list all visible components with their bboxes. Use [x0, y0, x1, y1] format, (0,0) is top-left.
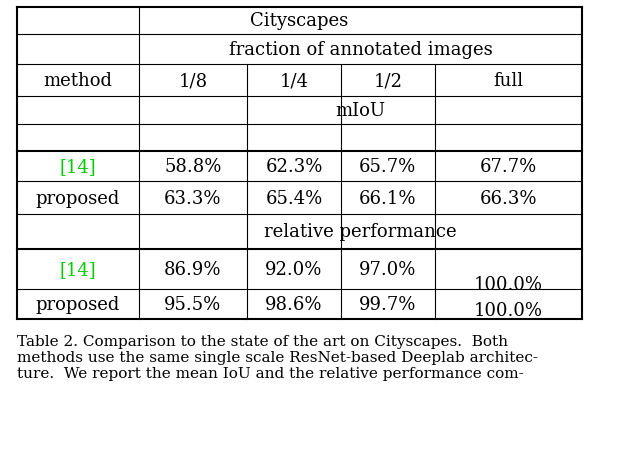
Text: mIoU: mIoU: [335, 102, 386, 120]
Text: 100.0%: 100.0%: [474, 275, 543, 294]
Text: 92.0%: 92.0%: [265, 260, 323, 278]
Text: 98.6%: 98.6%: [265, 295, 323, 313]
Text: relative performance: relative performance: [264, 223, 457, 241]
Text: 97.0%: 97.0%: [359, 260, 417, 278]
Text: 1/4: 1/4: [280, 72, 308, 90]
Text: 67.7%: 67.7%: [480, 158, 537, 175]
Text: fraction of annotated images: fraction of annotated images: [228, 41, 493, 59]
Text: 66.3%: 66.3%: [480, 189, 538, 207]
Text: 65.7%: 65.7%: [359, 158, 417, 175]
Text: 95.5%: 95.5%: [164, 295, 221, 313]
Text: method: method: [44, 72, 113, 90]
Text: 1/8: 1/8: [179, 72, 207, 90]
Text: proposed: proposed: [36, 189, 120, 207]
Text: 62.3%: 62.3%: [265, 158, 323, 175]
Text: 100.0%: 100.0%: [474, 301, 543, 319]
Text: Cityscapes: Cityscapes: [250, 13, 349, 31]
Text: proposed: proposed: [36, 295, 120, 313]
Text: 86.9%: 86.9%: [164, 260, 221, 278]
Text: full: full: [493, 72, 524, 90]
Text: Table 2. Comparison to the state of the art on Cityscapes.  Both
methods use the: Table 2. Comparison to the state of the …: [17, 334, 538, 381]
Text: 66.1%: 66.1%: [359, 189, 417, 207]
Text: [14]: [14]: [60, 260, 96, 278]
Text: 99.7%: 99.7%: [359, 295, 417, 313]
Text: [14]: [14]: [60, 158, 96, 175]
Text: 65.4%: 65.4%: [266, 189, 323, 207]
Text: 63.3%: 63.3%: [164, 189, 221, 207]
Text: 58.8%: 58.8%: [164, 158, 221, 175]
Text: 1/2: 1/2: [373, 72, 403, 90]
